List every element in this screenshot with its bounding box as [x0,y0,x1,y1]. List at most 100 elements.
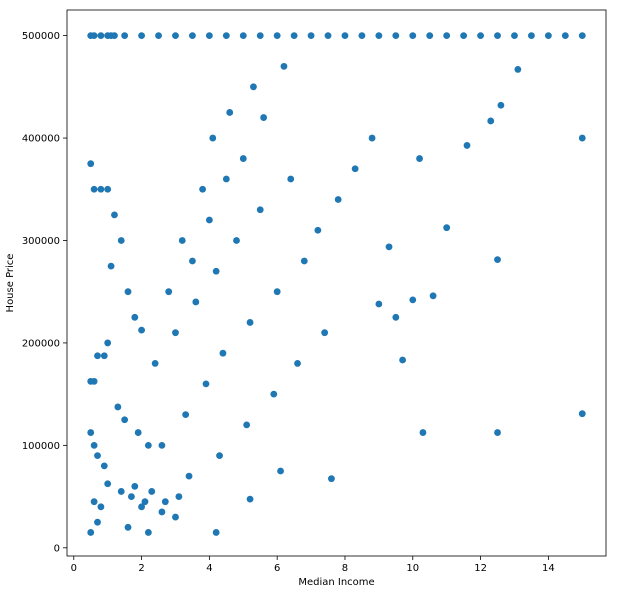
scatter-point [392,32,400,40]
y-tick-label: 200000 [22,338,60,349]
scatter-point [90,498,98,506]
scatter-point [172,513,179,521]
scatter-point [189,257,196,265]
scatter-point [277,467,284,475]
scatter-point [141,498,149,506]
scatter-point [117,488,125,495]
scatter-point [260,114,268,121]
scatter-point [128,493,135,500]
scatter-point [409,32,417,40]
y-axis-label: House Price [5,254,16,313]
scatter-point [97,32,105,40]
scatter-point [307,32,315,40]
scatter-point [561,32,569,40]
scatter-point [87,529,95,536]
scatter-point [463,142,471,149]
scatter-point [399,356,406,364]
y-tick-label: 100000 [22,441,60,452]
scatter-point [226,109,234,116]
x-tick-label: 12 [474,563,487,574]
scatter-point [205,32,213,40]
scatter-point [216,452,223,460]
scatter-point [94,352,101,360]
scatter-point [409,296,417,304]
scatter-point [246,319,254,326]
scatter-point [511,32,518,40]
scatter-point [205,216,213,224]
scatter-point [497,101,505,109]
scatter-point [416,155,423,162]
scatter-point [158,441,166,449]
scatter-point [528,32,535,40]
scatter-point [578,410,586,418]
scatter-point [392,313,400,321]
scatter-point [94,518,101,526]
scatter-point [97,503,105,511]
scatter-point [192,298,200,306]
scatter-point [94,452,101,460]
scatter-point [273,288,281,296]
y-tick-label: 400000 [22,134,60,145]
scatter-point [121,416,129,424]
scatter-points [87,32,586,536]
scatter-point [212,267,220,275]
scatter-point [239,155,247,162]
scatter-point [124,523,132,531]
scatter-point [375,300,383,308]
y-tick-label: 300000 [22,236,60,247]
x-tick-label: 6 [274,563,280,574]
scatter-point [324,32,332,40]
scatter-point [185,472,193,480]
scatter-point [104,185,112,193]
scatter-point [199,185,207,193]
scatter-point [212,529,220,536]
scatter-point [280,62,288,70]
scatter-point [90,377,98,385]
scatter-point [161,498,169,506]
scatter-point [443,32,451,40]
scatter-point [426,32,434,40]
scatter-point [578,32,586,40]
scatter-point [429,292,437,300]
scatter-point [270,390,278,398]
scatter-point [341,32,349,40]
scatter-point [368,134,376,142]
scatter-point [290,32,298,40]
scatter-point [243,421,251,429]
scatter-point [131,482,139,490]
scatter-point [494,32,501,40]
scatter-point [114,403,122,411]
scatter-point [138,32,145,40]
scatter-point [111,32,118,40]
x-axis-ticks: 0 2 4 6 8 10 12 14 [71,556,555,574]
scatter-point [385,243,393,251]
scatter-point [256,32,264,40]
scatter-point [90,185,98,193]
scatter-point [477,32,484,40]
scatter-point [460,32,468,40]
y-tick-label: 0 [54,543,60,554]
scatter-point [138,326,145,334]
scatter-point [300,257,308,265]
scatter-point [131,313,139,321]
scatter-point [144,441,152,449]
scatter-point [351,165,359,173]
scatter-point [111,211,118,219]
scatter-point [544,32,552,40]
scatter-point [178,237,186,244]
scatter-point [107,262,115,270]
plot-frame [66,9,607,557]
scatter-point [172,32,179,40]
scatter-point [246,495,254,503]
scatter-point [172,329,179,337]
scatter-point [334,196,342,203]
scatter-point [256,206,264,214]
scatter-point [239,32,247,40]
scatter-point [250,83,257,91]
scatter-point [494,429,501,436]
scatter-point [189,32,196,40]
scatter-point [165,288,173,296]
scatter-point [104,480,112,488]
scatter-point [100,352,108,360]
